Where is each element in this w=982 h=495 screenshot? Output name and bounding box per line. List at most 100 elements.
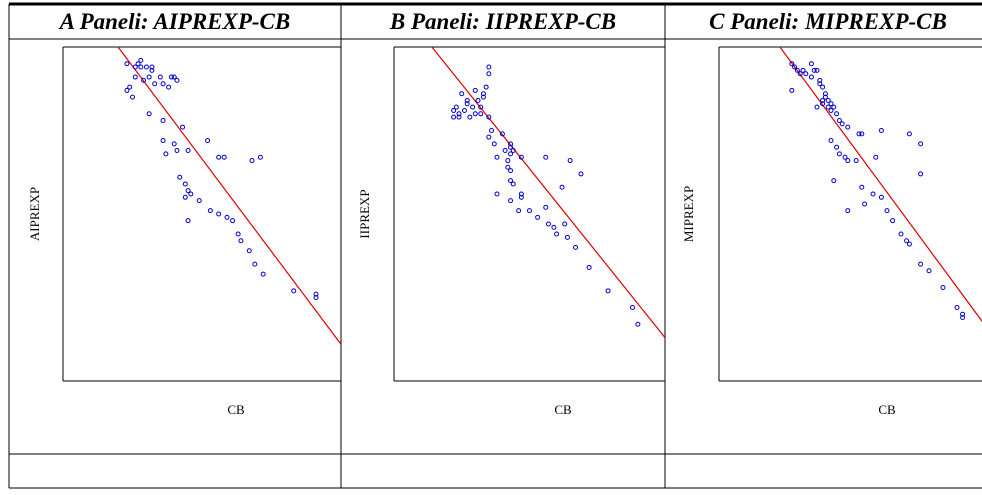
data-point <box>940 284 946 290</box>
data-point <box>853 158 859 164</box>
data-point <box>486 71 492 77</box>
data-point <box>257 154 263 160</box>
data-point <box>836 117 842 123</box>
data-point <box>127 84 133 90</box>
data-point <box>313 295 319 300</box>
data-point <box>486 114 492 120</box>
panel-title: C Paneli: MIPREXP-CB <box>709 9 947 34</box>
data-point <box>904 238 910 244</box>
data-point <box>246 248 252 254</box>
data-point <box>803 71 809 77</box>
data-point <box>870 191 876 197</box>
data-point <box>135 61 141 67</box>
data-point <box>578 171 584 177</box>
panel-title: A Paneli: AIPREXP-CB <box>58 9 290 34</box>
data-point <box>146 111 152 117</box>
data-point <box>789 87 795 93</box>
data-point <box>143 64 149 70</box>
panel-a: A Paneli: AIPREXP-CB CB AIPREXP <box>27 9 341 417</box>
data-point <box>508 168 514 174</box>
data-point <box>478 104 484 110</box>
data-point <box>543 204 549 210</box>
data-point <box>494 191 500 197</box>
data-point <box>831 104 837 110</box>
data-point <box>451 114 457 120</box>
data-point <box>216 154 222 160</box>
data-point <box>491 141 497 147</box>
data-point <box>160 117 166 123</box>
data-point <box>831 178 837 184</box>
data-point <box>160 138 166 144</box>
data-point <box>313 291 319 297</box>
data-point <box>918 261 924 267</box>
data-point <box>794 67 800 73</box>
data-point <box>475 97 481 103</box>
data-point <box>543 154 549 160</box>
data-point <box>505 164 511 170</box>
data-point <box>820 84 826 90</box>
data-point <box>822 91 828 97</box>
data-point <box>196 198 202 204</box>
data-point <box>171 141 177 147</box>
data-point <box>456 114 462 120</box>
data-point <box>152 81 158 87</box>
data-point <box>480 91 486 97</box>
data-point <box>141 77 147 83</box>
data-point <box>562 221 568 227</box>
data-point <box>814 104 820 110</box>
data-point <box>551 224 557 230</box>
data-point <box>918 171 924 177</box>
data-point <box>188 191 194 197</box>
data-point <box>817 77 823 83</box>
plot-area <box>718 46 982 382</box>
data-point <box>185 218 191 224</box>
data-point <box>564 234 570 240</box>
data-point <box>906 241 912 247</box>
data-point <box>926 268 932 274</box>
data-point <box>789 61 795 67</box>
data-point <box>834 111 840 117</box>
data-point <box>464 97 470 103</box>
data-point <box>505 158 511 164</box>
data-point <box>817 81 823 87</box>
fit-line <box>431 47 665 338</box>
plot-area <box>393 46 665 382</box>
data-point <box>486 64 492 70</box>
data-point <box>207 208 213 214</box>
data-point <box>472 111 478 117</box>
data-point <box>559 184 565 190</box>
data-point <box>586 264 592 270</box>
data-point <box>828 101 834 107</box>
data-point <box>130 94 135 100</box>
data-point <box>836 151 842 157</box>
data-point <box>486 134 492 140</box>
data-point <box>605 288 611 294</box>
data-point <box>180 124 186 130</box>
data-point <box>205 138 211 144</box>
data-point <box>185 148 191 154</box>
data-point <box>516 208 522 214</box>
data-point <box>224 214 230 220</box>
data-point <box>845 158 851 164</box>
data-point <box>859 131 865 137</box>
data-point <box>567 158 573 164</box>
data-point <box>499 131 505 137</box>
data-point <box>177 174 183 180</box>
data-point <box>171 74 177 80</box>
data-point <box>518 191 524 197</box>
data-point <box>884 208 890 214</box>
data-point <box>291 288 297 294</box>
data-point <box>508 151 514 157</box>
data-point <box>483 84 489 90</box>
data-point <box>456 111 462 117</box>
data-point <box>160 81 166 87</box>
panel-c: C Paneli: MIPREXP-CB CB MIPREXP <box>681 9 982 417</box>
data-point <box>510 181 516 187</box>
data-point <box>820 101 826 107</box>
y-axis-label: AIPREXP <box>27 187 42 241</box>
data-point <box>230 218 236 224</box>
data-point <box>898 231 904 237</box>
data-point <box>459 91 465 97</box>
data-point <box>573 244 579 250</box>
